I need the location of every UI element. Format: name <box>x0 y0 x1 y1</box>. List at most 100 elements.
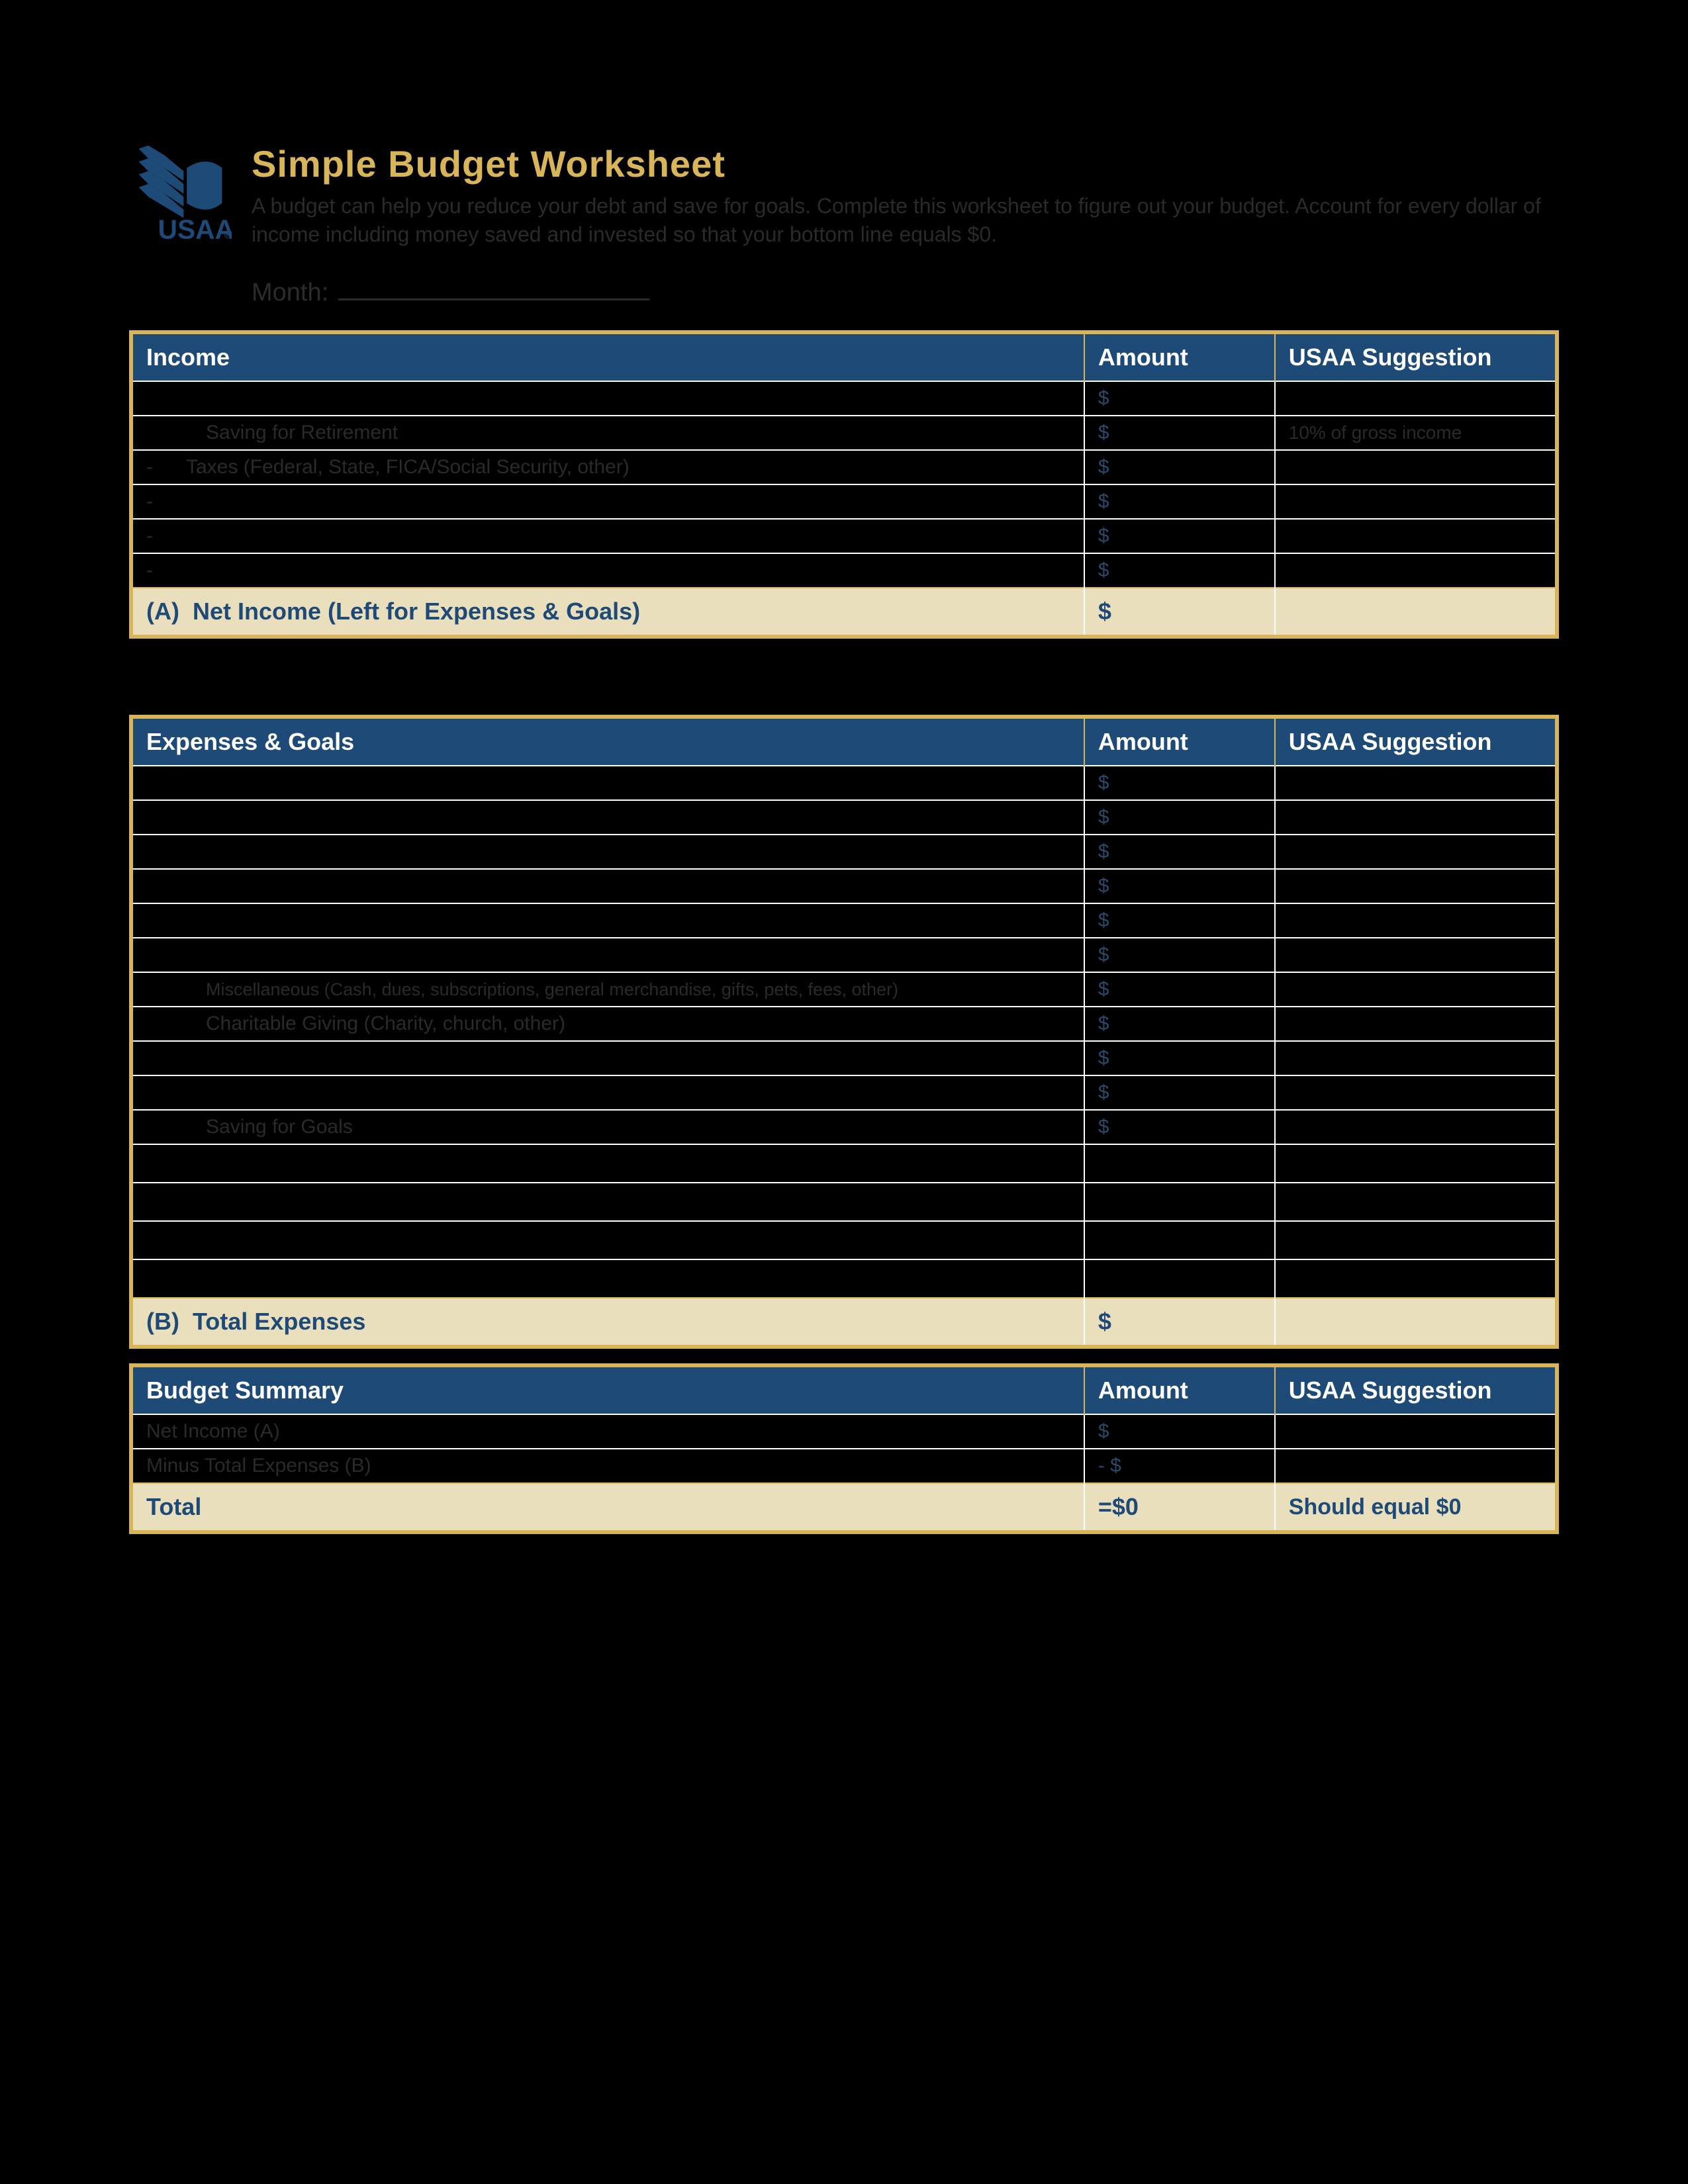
expenses-amount-cell[interactable] <box>1084 1144 1275 1183</box>
expenses-desc-cell[interactable]: Miscellaneous (Cash, dues, subscriptions… <box>131 972 1084 1007</box>
expenses-desc-cell[interactable] <box>131 1144 1084 1183</box>
income-amount-cell[interactable]: $ <box>1084 450 1275 484</box>
minus-icon: - <box>146 490 160 513</box>
income-header-sugg: USAA Suggestion <box>1275 332 1557 381</box>
income-desc-cell[interactable] <box>131 381 1084 416</box>
expenses-header-row: Expenses & Goals Amount USAA Suggestion <box>131 717 1557 766</box>
expenses-row: $ <box>131 938 1557 972</box>
income-row: -Taxes (Federal, State, FICA/Social Secu… <box>131 450 1557 484</box>
income-desc-cell[interactable]: -Taxes (Federal, State, FICA/Social Secu… <box>131 450 1084 484</box>
income-desc-cell[interactable]: Saving for Retirement <box>131 416 1084 450</box>
expenses-suggestion-cell <box>1275 1183 1557 1221</box>
expenses-desc-cell[interactable] <box>131 938 1084 972</box>
expenses-amount-cell[interactable]: $ <box>1084 869 1275 903</box>
expenses-desc-cell[interactable] <box>131 835 1084 869</box>
income-table: Income Amount USAA Suggestion $Saving fo… <box>129 330 1559 639</box>
summary-total-desc: Total <box>131 1483 1084 1532</box>
svg-text:®: ® <box>224 228 232 241</box>
expenses-header-sugg: USAA Suggestion <box>1275 717 1557 766</box>
expenses-desc-cell[interactable] <box>131 1041 1084 1075</box>
worksheet-page: USAA ® Simple Budget Worksheet A budget … <box>129 142 1559 1534</box>
expenses-desc-cell[interactable]: Saving for Goals <box>131 1110 1084 1144</box>
expenses-row: $ <box>131 800 1557 835</box>
income-amount-cell[interactable]: $ <box>1084 519 1275 553</box>
spacer <box>129 639 1559 692</box>
income-desc-cell[interactable]: - <box>131 484 1084 519</box>
expenses-desc-cell[interactable]: Charitable Giving (Charity, church, othe… <box>131 1007 1084 1041</box>
expenses-desc-cell[interactable] <box>131 766 1084 800</box>
expenses-row: Saving for Goals$ <box>131 1110 1557 1144</box>
income-row: -$ <box>131 484 1557 519</box>
income-amount-cell[interactable]: $ <box>1084 381 1275 416</box>
income-header-amount: Amount <box>1084 332 1275 381</box>
expenses-suggestion-cell <box>1275 938 1557 972</box>
expenses-row: $ <box>131 869 1557 903</box>
expenses-amount-cell[interactable]: $ <box>1084 1041 1275 1075</box>
summary-total-row: Total =$0 Should equal $0 <box>131 1483 1557 1532</box>
expenses-amount-cell[interactable] <box>1084 1221 1275 1259</box>
summary-amount-cell[interactable]: $ <box>1084 1414 1275 1449</box>
income-total-amount[interactable]: $ <box>1084 588 1275 637</box>
expenses-amount-cell[interactable]: $ <box>1084 1007 1275 1041</box>
summary-suggestion-cell <box>1275 1449 1557 1483</box>
expenses-desc-cell[interactable] <box>131 800 1084 835</box>
income-amount-cell[interactable]: $ <box>1084 484 1275 519</box>
summary-header-desc: Budget Summary <box>131 1365 1084 1414</box>
income-suggestion-cell <box>1275 450 1557 484</box>
page-title: Simple Budget Worksheet <box>252 142 1559 185</box>
expenses-amount-cell[interactable]: $ <box>1084 938 1275 972</box>
expenses-suggestion-cell <box>1275 869 1557 903</box>
expenses-desc-cell[interactable] <box>131 1259 1084 1298</box>
expenses-table: Expenses & Goals Amount USAA Suggestion … <box>129 715 1559 1349</box>
summary-desc-cell[interactable]: Minus Total Expenses (B) <box>131 1449 1084 1483</box>
expenses-amount-cell[interactable] <box>1084 1183 1275 1221</box>
expenses-desc-cell[interactable] <box>131 1075 1084 1110</box>
income-desc-cell[interactable]: - <box>131 519 1084 553</box>
month-label: Month: <box>252 279 328 307</box>
expenses-amount-cell[interactable]: $ <box>1084 835 1275 869</box>
expenses-suggestion-cell <box>1275 1007 1557 1041</box>
expenses-row: Charitable Giving (Charity, church, othe… <box>131 1007 1557 1041</box>
expenses-amount-cell[interactable]: $ <box>1084 766 1275 800</box>
expenses-amount-cell[interactable]: $ <box>1084 1110 1275 1144</box>
summary-total-amount: =$0 <box>1084 1483 1275 1532</box>
income-amount-cell[interactable]: $ <box>1084 416 1275 450</box>
minus-icon: - <box>146 456 160 478</box>
expenses-suggestion-cell <box>1275 766 1557 800</box>
income-total-sugg <box>1275 588 1557 637</box>
summary-amount-cell[interactable]: - $ <box>1084 1449 1275 1483</box>
income-row: -$ <box>131 519 1557 553</box>
expenses-suggestion-cell <box>1275 1110 1557 1144</box>
income-suggestion-cell <box>1275 484 1557 519</box>
expenses-amount-cell[interactable]: $ <box>1084 972 1275 1007</box>
summary-header-amount: Amount <box>1084 1365 1275 1414</box>
income-total-row: (A) Net Income (Left for Expenses & Goal… <box>131 588 1557 637</box>
income-amount-cell[interactable]: $ <box>1084 553 1275 588</box>
summary-suggestion-cell <box>1275 1414 1557 1449</box>
month-row: Month: <box>252 279 1559 307</box>
expenses-desc-cell[interactable] <box>131 903 1084 938</box>
income-suggestion-cell <box>1275 381 1557 416</box>
expenses-amount-cell[interactable]: $ <box>1084 903 1275 938</box>
expenses-total-amount[interactable]: $ <box>1084 1298 1275 1347</box>
month-input-line[interactable] <box>338 298 649 300</box>
expenses-row: $ <box>131 1075 1557 1110</box>
expenses-amount-cell[interactable]: $ <box>1084 800 1275 835</box>
expenses-desc-cell[interactable] <box>131 869 1084 903</box>
expenses-header-amount: Amount <box>1084 717 1275 766</box>
expenses-amount-cell[interactable]: $ <box>1084 1075 1275 1110</box>
expenses-suggestion-cell <box>1275 800 1557 835</box>
income-desc-cell[interactable]: - <box>131 553 1084 588</box>
summary-row: Minus Total Expenses (B)- $ <box>131 1449 1557 1483</box>
expenses-suggestion-cell <box>1275 1221 1557 1259</box>
expenses-desc-cell[interactable] <box>131 1183 1084 1221</box>
summary-row: Net Income (A)$ <box>131 1414 1557 1449</box>
expenses-suggestion-cell <box>1275 835 1557 869</box>
title-block: Simple Budget Worksheet A budget can hel… <box>252 142 1559 249</box>
summary-desc-cell[interactable]: Net Income (A) <box>131 1414 1084 1449</box>
income-row: $ <box>131 381 1557 416</box>
expenses-amount-cell[interactable] <box>1084 1259 1275 1298</box>
expenses-row: $ <box>131 1041 1557 1075</box>
expenses-desc-cell[interactable] <box>131 1221 1084 1259</box>
expenses-suggestion-cell <box>1275 1144 1557 1183</box>
